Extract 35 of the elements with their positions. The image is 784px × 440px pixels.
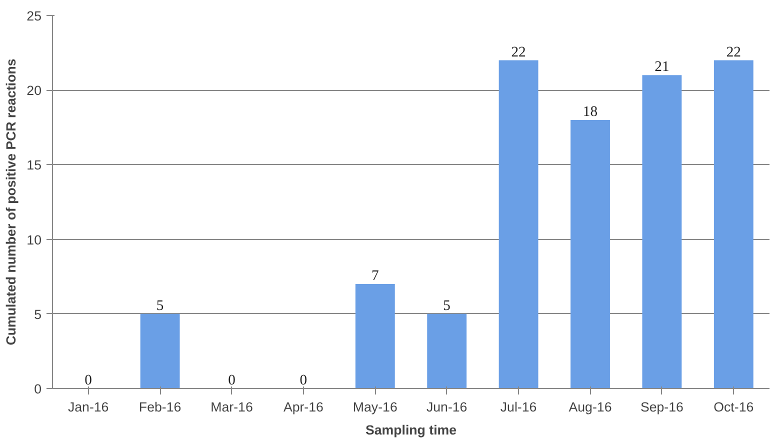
bar (427, 314, 467, 388)
data-label: 5 (443, 298, 451, 314)
y-tick-label: 20 (26, 83, 42, 98)
bar (714, 60, 754, 388)
bar (570, 120, 610, 388)
x-tick-label: May-16 (352, 400, 398, 414)
bar (140, 314, 180, 388)
x-tick-label: Jul-16 (500, 400, 537, 414)
x-tick-label: Jan-16 (68, 400, 109, 414)
x-tick-label: Feb-16 (138, 400, 182, 414)
x-tick-label: Aug-16 (568, 400, 612, 414)
bar (498, 60, 538, 388)
y-tick-label: 0 (34, 382, 42, 396)
y-tick-label: 15 (26, 158, 42, 173)
x-tick-label: Sep-16 (640, 400, 684, 414)
y-tick-label: 5 (34, 306, 42, 322)
y-axis-title: Cumulated number of positive PCR reactions (4, 58, 19, 346)
x-tick-label: Oct-16 (714, 400, 754, 414)
data-label: 5 (156, 298, 164, 314)
data-label: 7 (371, 268, 379, 284)
x-tick-label: Mar-16 (210, 400, 253, 414)
bar (642, 75, 682, 388)
y-tick-label: 25 (26, 8, 42, 24)
data-label: 0 (300, 372, 308, 388)
data-label: 21 (654, 59, 670, 76)
data-label: 22 (511, 44, 526, 60)
bar (355, 284, 395, 388)
x-tick-label: Apr-16 (283, 400, 324, 414)
x-axis-title: Sampling time (365, 422, 457, 438)
y-tick-label: 10 (26, 232, 42, 248)
data-label: 0 (84, 372, 92, 388)
x-tick-label: Jun-16 (426, 400, 468, 414)
data-label: 0 (228, 372, 236, 388)
data-label: 18 (582, 104, 598, 120)
data-label: 22 (726, 44, 741, 60)
